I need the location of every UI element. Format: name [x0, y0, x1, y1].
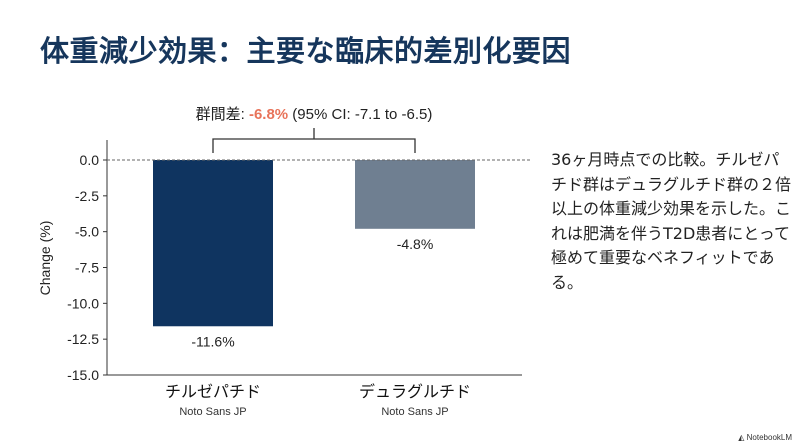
x-category-sublabel: Noto Sans JP [179, 406, 246, 418]
description-text: 36ヶ月時点での比較。チルゼパチド群はデュラグルチド群の２倍以上の体重減少効果を… [551, 150, 792, 292]
x-category-label: デュラグルチド [359, 382, 471, 401]
bar [355, 160, 475, 229]
x-category-label: チルゼパチド [165, 383, 261, 401]
difference-bracket [212, 128, 416, 153]
y-axis-label: Change (%) [37, 221, 53, 296]
difference-annotation: 群間差: -6.8% (95% CI: -7.1 to -6.5) [196, 106, 433, 123]
y-tick-label: -7.5 [75, 260, 99, 276]
y-tick-label: -12.5 [67, 331, 99, 347]
bar-value-label: -11.6% [191, 333, 234, 349]
y-tick-label: -15.0 [67, 367, 99, 383]
bar-value-label: -4.8% [397, 236, 434, 252]
bar [153, 160, 273, 327]
y-tick-label: -2.5 [75, 188, 99, 204]
notebooklm-watermark: ◭ NotebookLM [738, 433, 792, 442]
x-category-sublabel: Noto Sans JP [381, 406, 448, 418]
y-tick-label: -5.0 [75, 224, 99, 240]
y-tick-label: 0.0 [80, 152, 100, 168]
y-tick-label: -10.0 [67, 295, 99, 311]
notebooklm-logo-icon: ◭ [738, 433, 747, 442]
slide-title: 体重減少効果：主要な臨床的差別化要因 [40, 34, 572, 68]
